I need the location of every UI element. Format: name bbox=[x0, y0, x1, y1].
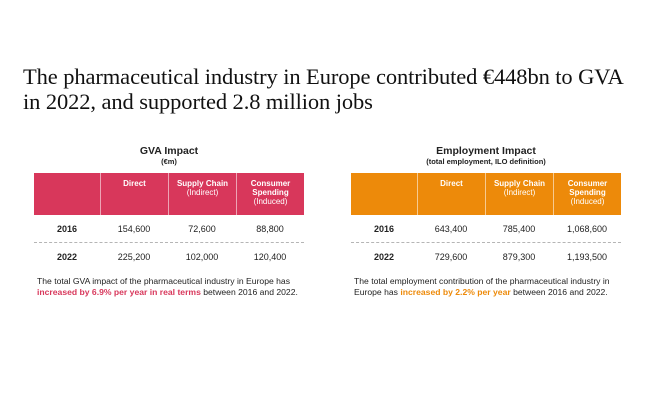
gva-header-consumer-label: Consumer Spending bbox=[250, 179, 291, 197]
cell-consumer-spending: 88,800 bbox=[256, 223, 284, 234]
row-year: 2016 bbox=[56, 223, 78, 234]
cell-direct: 643,400 bbox=[434, 223, 468, 234]
cell-consumer-spending: 120,400 bbox=[253, 251, 287, 262]
cell-direct: 154,600 bbox=[117, 223, 151, 234]
employment-header-supply-label: Supply Chain bbox=[493, 179, 546, 188]
employment-header-blank bbox=[351, 173, 417, 215]
employment-header-consumer-spending: Consumer Spending (Induced) bbox=[553, 173, 621, 215]
gva-title: GVA Impact bbox=[139, 145, 199, 157]
cell-supply-chain: 879,300 bbox=[502, 251, 536, 262]
cell-consumer-spending: 1,193,500 bbox=[566, 251, 608, 262]
gva-header-supply-chain: Supply Chain (Indirect) bbox=[168, 173, 236, 215]
gva-table-header: Direct Supply Chain (Indirect) Consumer … bbox=[34, 173, 304, 215]
employment-header-supply-sub: (Indirect) bbox=[503, 188, 536, 197]
row-year: 2022 bbox=[56, 251, 78, 262]
employment-subtitle: (total employment, ILO definition) bbox=[426, 157, 546, 166]
gva-header-consumer-sub: (Induced) bbox=[253, 197, 288, 206]
gva-note-highlight: increased by 6.9% per year in real terms bbox=[37, 286, 201, 297]
employment-note-pre: The total employment contribution of the… bbox=[354, 276, 610, 297]
employment-header-consumer-sub: (Induced) bbox=[570, 197, 605, 206]
employment-header-direct: Direct bbox=[417, 173, 485, 215]
gva-header-consumer-spending: Consumer Spending (Induced) bbox=[236, 173, 304, 215]
employment-note-highlight: increased by 2.2% per year bbox=[400, 286, 511, 297]
employment-header-direct-label: Direct bbox=[440, 179, 463, 188]
cell-direct: 225,200 bbox=[117, 251, 151, 262]
gva-note: The total GVA impact of the pharmaceutic… bbox=[34, 276, 304, 297]
table-row: 2022 225,200 102,000 120,400 bbox=[34, 243, 304, 270]
table-row: 2022 729,600 879,300 1,193,500 bbox=[351, 243, 621, 270]
employment-note-post: between 2016 and 2022. bbox=[510, 286, 608, 297]
employment-header-supply-chain: Supply Chain (Indirect) bbox=[485, 173, 553, 215]
table-row: 2016 643,400 785,400 1,068,600 bbox=[351, 215, 621, 243]
employment-impact-panel: Employment Impact (total employment, ILO… bbox=[351, 145, 621, 297]
gva-subtitle: (€m) bbox=[161, 157, 177, 166]
row-year: 2022 bbox=[373, 251, 395, 262]
gva-note-pre: The total GVA impact of the pharmaceutic… bbox=[37, 276, 291, 286]
gva-header-direct: Direct bbox=[100, 173, 168, 215]
cell-consumer-spending: 1,068,600 bbox=[566, 223, 608, 234]
headline: The pharmaceutical industry in Europe co… bbox=[23, 64, 623, 114]
employment-note: The total employment contribution of the… bbox=[351, 276, 621, 297]
cell-supply-chain: 72,600 bbox=[188, 223, 216, 234]
table-row: 2016 154,600 72,600 88,800 bbox=[34, 215, 304, 243]
gva-impact-panel: GVA Impact (€m) Direct Supply Chain (Ind… bbox=[34, 145, 304, 297]
employment-title: Employment Impact bbox=[436, 145, 536, 157]
gva-header-blank bbox=[34, 173, 100, 215]
gva-note-post: between 2016 and 2022. bbox=[200, 286, 298, 297]
cell-supply-chain: 785,400 bbox=[502, 223, 536, 234]
row-year: 2016 bbox=[373, 223, 395, 234]
cell-supply-chain: 102,000 bbox=[185, 251, 219, 262]
gva-header-supply-sub: (Indirect) bbox=[186, 188, 219, 197]
gva-header-supply-label: Supply Chain bbox=[176, 179, 229, 188]
employment-header-consumer-label: Consumer Spending bbox=[567, 179, 608, 197]
gva-header-direct-label: Direct bbox=[123, 179, 146, 188]
cell-direct: 729,600 bbox=[434, 251, 468, 262]
employment-table-header: Direct Supply Chain (Indirect) Consumer … bbox=[351, 173, 621, 215]
